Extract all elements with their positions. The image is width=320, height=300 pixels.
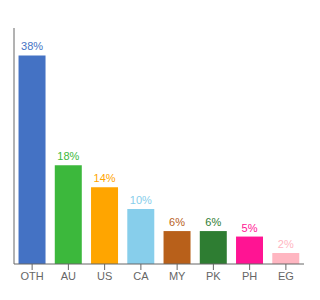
- svg-text:OTH: OTH: [21, 270, 44, 282]
- svg-text:US: US: [97, 270, 112, 282]
- svg-text:MY: MY: [169, 270, 186, 282]
- svg-text:PK: PK: [206, 270, 221, 282]
- svg-text:6%: 6%: [205, 216, 221, 228]
- svg-text:EG: EG: [278, 270, 294, 282]
- svg-text:5%: 5%: [242, 222, 258, 234]
- svg-text:14%: 14%: [94, 172, 116, 184]
- svg-text:PH: PH: [242, 270, 257, 282]
- svg-text:2%: 2%: [278, 238, 294, 250]
- svg-text:CA: CA: [133, 270, 149, 282]
- svg-text:AU: AU: [61, 270, 76, 282]
- svg-text:38%: 38%: [21, 40, 43, 52]
- svg-text:6%: 6%: [169, 216, 185, 228]
- svg-text:18%: 18%: [57, 150, 79, 162]
- svg-text:10%: 10%: [130, 194, 152, 206]
